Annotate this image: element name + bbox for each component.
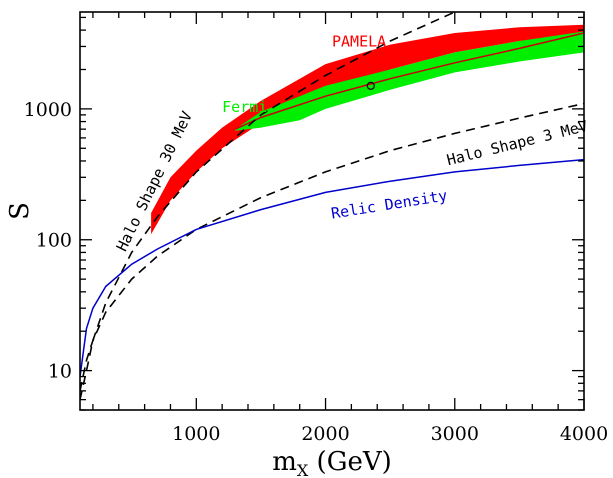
x-axis-title-main: m [272, 447, 297, 477]
y-axis-title: S [5, 202, 35, 220]
series-relic-density [80, 158, 584, 377]
plot-frame [79, 11, 585, 411]
x-tick-label-1000: 1000 [172, 423, 220, 445]
y-tick-label-10: 10 [48, 361, 72, 383]
tick-labels-layer: 1000 2000 3000 4000 10 100 1000 [24, 99, 609, 445]
annotation-relic-density: Relic Density [330, 186, 449, 222]
curves-layer [80, 12, 584, 400]
x-axis-title: mX (GeV) [272, 447, 392, 478]
ticks-layer [80, 12, 585, 411]
bands-layer [151, 24, 584, 235]
markers-layer [366, 81, 375, 90]
series-halo-shape-3-mev [80, 102, 584, 392]
annotation-pamela: PAMELA [332, 32, 386, 50]
series-pamela-fermi-central [234, 32, 584, 130]
annotation-fermi: Fermi [222, 98, 267, 116]
x-tick-label-3000: 3000 [431, 423, 479, 445]
y-tick-label-100: 100 [36, 230, 72, 252]
x-axis-title-subscript: X [297, 461, 309, 478]
x-axis-title-unit: (GeV) [308, 447, 391, 477]
benchmark-point-marker [366, 81, 375, 90]
band-fermi [235, 31, 584, 131]
y-tick-label-1000: 1000 [24, 99, 72, 121]
x-tick-label-4000: 4000 [560, 423, 608, 445]
x-tick-label-2000: 2000 [301, 423, 349, 445]
